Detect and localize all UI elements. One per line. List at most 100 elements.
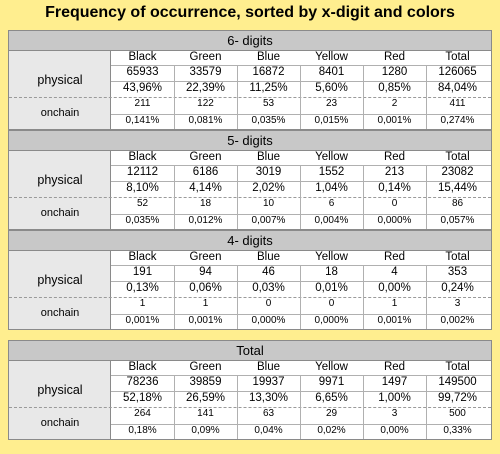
- physical-percent-cell: 84,04%: [437, 82, 477, 94]
- column-divider: [363, 65, 364, 129]
- onchain-percent-cell: 0,081%: [188, 115, 223, 126]
- onchain-count-cell: 52: [136, 198, 149, 209]
- onchain-percent-cell: 0,18%: [128, 425, 157, 436]
- physical-percent-cell: 0,03%: [252, 282, 285, 294]
- physical-percent-cell: 0,85%: [378, 82, 411, 94]
- column-header: Green: [189, 361, 222, 373]
- onchain-percent-cell: 0,012%: [188, 215, 223, 226]
- onchain-percent-cell: 0,001%: [125, 315, 160, 326]
- column-divider: [174, 165, 175, 229]
- column-divider: [174, 65, 175, 129]
- onchain-percent-cell: 0,057%: [440, 215, 475, 226]
- onchain-count-cell: 211: [134, 98, 151, 109]
- onchain-count-cell: 500: [449, 408, 466, 419]
- onchain-percent-cell: 0,274%: [440, 115, 475, 126]
- physical-count-cell: 191: [132, 266, 153, 278]
- row-label-onchain: onchain: [40, 417, 80, 429]
- physical-percent-cell: 0,00%: [378, 282, 411, 294]
- column-divider: [426, 165, 427, 229]
- physical-count-cell: 23082: [441, 166, 474, 178]
- column-divider: [426, 65, 427, 129]
- onchain-percent-cell: 0,001%: [377, 315, 412, 326]
- column-header: Blue: [256, 361, 281, 373]
- onchain-percent-cell: 0,00%: [380, 425, 409, 436]
- table-block: 5- digits physical onchain Black Green Blue Ye…: [8, 130, 492, 230]
- physical-percent-cell: 0,01%: [315, 282, 348, 294]
- column-header: Yellow: [315, 151, 348, 163]
- column-divider: [300, 65, 301, 129]
- physical-count-cell: 65933: [126, 66, 159, 78]
- physical-count-cell: 12112: [126, 166, 159, 178]
- row-divider: [111, 391, 491, 392]
- row-label-physical: physical: [37, 273, 83, 287]
- onchain-percent-cell: 0,007%: [251, 215, 286, 226]
- onchain-count-cell: 0: [265, 298, 272, 309]
- row-divider: [111, 375, 491, 376]
- row-label-column: [9, 151, 111, 229]
- row-label-column: [9, 361, 111, 439]
- onchain-percent-cell: 0,001%: [188, 315, 223, 326]
- row-label-physical: physical: [37, 383, 83, 397]
- onchain-count-cell: 18: [199, 198, 212, 209]
- column-header: Blue: [256, 251, 281, 263]
- table-block: 6- digits physical onchain Black Green Blue Ye…: [8, 30, 492, 130]
- column-header: Red: [383, 251, 406, 263]
- row-divider: [111, 114, 491, 115]
- onchain-percent-cell: 0,035%: [125, 215, 160, 226]
- block-heading: 4- digits: [9, 231, 491, 251]
- onchain-percent-cell: 0,035%: [251, 115, 286, 126]
- physical-count-cell: 8401: [318, 66, 345, 78]
- onchain-count-cell: 264: [134, 408, 151, 419]
- physical-percent-cell: 0,13%: [126, 282, 159, 294]
- column-divider: [426, 265, 427, 329]
- onchain-count-cell: 63: [262, 408, 275, 419]
- column-divider: [363, 265, 364, 329]
- physical-count-cell: 94: [199, 266, 212, 278]
- column-divider: [363, 165, 364, 229]
- column-divider: [237, 375, 238, 439]
- onchain-percent-cell: 0,02%: [317, 425, 346, 436]
- table-block: Total physical onchain Black Green Blue Yellow…: [8, 340, 492, 440]
- block-heading: 6- digits: [9, 31, 491, 51]
- row-label-onchain: onchain: [40, 207, 80, 219]
- row-label-physical: physical: [37, 73, 83, 87]
- row-divider: [111, 181, 491, 182]
- row-divider: [111, 65, 491, 66]
- physical-count-cell: 9971: [318, 376, 345, 388]
- physical-count-cell: 6186: [192, 166, 219, 178]
- onchain-percent-cell: 0,09%: [191, 425, 220, 436]
- page-title: Frequency of occurrence, sorted by x-dig…: [45, 4, 455, 21]
- onchain-percent-cell: 0,015%: [314, 115, 349, 126]
- column-header: Total: [445, 361, 470, 373]
- row-label-column: [9, 251, 111, 329]
- onchain-count-cell: 29: [325, 408, 338, 419]
- onchain-count-cell: 3: [391, 408, 398, 419]
- onchain-percent-cell: 0,002%: [440, 315, 475, 326]
- physical-count-cell: 213: [384, 166, 405, 178]
- column-divider: [174, 265, 175, 329]
- onchain-percent-cell: 0,004%: [314, 215, 349, 226]
- onchain-percent-cell: 0,04%: [254, 425, 283, 436]
- physical-count-cell: 353: [447, 266, 468, 278]
- physical-percent-cell: 2,02%: [252, 182, 285, 194]
- physical-percent-cell: 1,00%: [378, 392, 411, 404]
- column-divider: [426, 375, 427, 439]
- column-divider: [174, 375, 175, 439]
- onchain-count-cell: 141: [197, 408, 214, 419]
- row-divider: [111, 214, 491, 215]
- row-divider: [9, 407, 491, 408]
- onchain-count-cell: 122: [197, 98, 214, 109]
- physical-count-cell: 16872: [252, 66, 285, 78]
- physical-count-cell: 126065: [438, 66, 477, 78]
- column-header: Black: [128, 361, 157, 373]
- physical-percent-cell: 4,14%: [189, 182, 222, 194]
- physical-count-cell: 78236: [126, 376, 159, 388]
- physical-count-cell: 4: [391, 266, 398, 278]
- onchain-count-cell: 10: [262, 198, 275, 209]
- onchain-percent-cell: 0,33%: [443, 425, 472, 436]
- onchain-count-cell: 86: [451, 198, 464, 209]
- row-divider: [9, 97, 491, 98]
- physical-percent-cell: 0,06%: [189, 282, 222, 294]
- row-divider: [9, 297, 491, 298]
- physical-percent-cell: 11,25%: [249, 82, 288, 94]
